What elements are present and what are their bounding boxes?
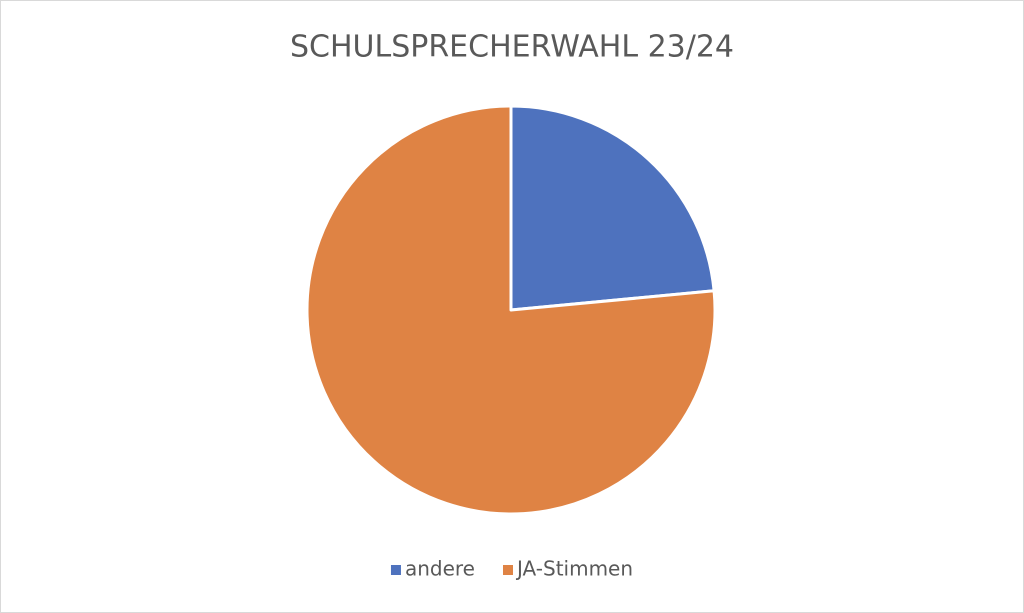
- legend-label: JA-Stimmen: [515, 557, 633, 581]
- legend-swatch: [502, 565, 513, 575]
- pie-slice: [305, 104, 717, 516]
- legend-label: andere: [405, 557, 475, 581]
- pie: [305, 104, 717, 516]
- chart-title: SCHULSPRECHERWAHL 23/24: [290, 30, 734, 65]
- pie-slice: [509, 104, 716, 312]
- legend: andere JA-Stimmen: [390, 557, 633, 581]
- legend-swatch: [390, 565, 401, 575]
